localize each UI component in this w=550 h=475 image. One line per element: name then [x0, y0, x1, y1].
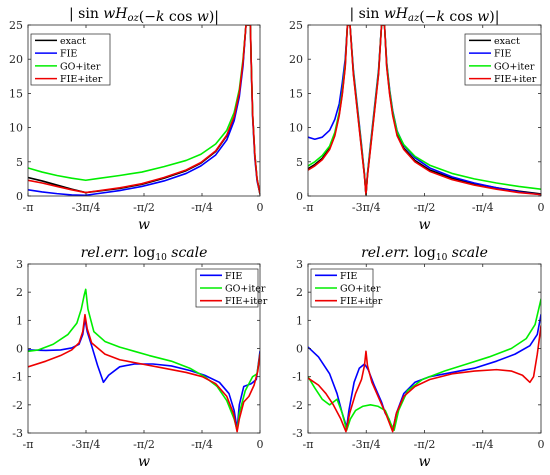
y-tick-label: 10	[9, 122, 23, 135]
y-tick-label: 0	[16, 190, 23, 203]
y-tick-label: 15	[9, 87, 23, 100]
y-tick-label: 25	[289, 19, 303, 32]
y-tick-label: 1	[296, 314, 303, 327]
y-tick-label: 0	[16, 343, 23, 356]
legend-label: FIE+iter	[340, 296, 383, 307]
chart-panel-1: -π -3π/4 -π/2 -π/4 0 0 5 10 15 20 25 w | sin wHoz(−k…	[9, 6, 264, 233]
x-axis-label: w	[419, 454, 431, 470]
x-tick-label: -3π/4	[72, 438, 101, 451]
y-tick-label: -1	[12, 371, 23, 384]
x-tick-label: -π	[303, 201, 314, 214]
y-tick-label: 5	[16, 156, 23, 169]
series-line-fie-iter	[308, 25, 541, 196]
legend-box	[464, 33, 542, 86]
x-tick-label: -π	[23, 438, 34, 451]
x-tick-label: -3π/4	[352, 438, 381, 451]
x-tick-label: 0	[538, 438, 545, 451]
x-axis-label: w	[419, 217, 431, 233]
x-tick-label: -π/2	[414, 201, 436, 214]
legend-label: FIE	[494, 49, 511, 60]
chart-title: rel.err. log10 scale	[81, 245, 208, 263]
y-tick-label: -2	[292, 399, 303, 412]
series-line-fie-iter	[28, 25, 260, 195]
legend-label: FIE	[340, 271, 357, 282]
y-tick-label: 5	[296, 156, 303, 169]
chart-panel-2: -π -3π/4 -π/2 -π/4 0 0 5 10 15 20 25 w | sin wHaz(−k…	[289, 6, 545, 233]
y-tick-label: -2	[12, 399, 23, 412]
x-tick-label: -π/4	[191, 438, 213, 451]
legend-box	[30, 33, 111, 86]
chart-panel-4: -π -3π/4 -π/2 -π/4 0 -3 -2 -1 0 1 2 3 w rel.err. log1…	[292, 245, 544, 470]
x-tick-label: -π/2	[133, 201, 155, 214]
chart-panel-3: -π -3π/4 -π/2 -π/4 0 -3 -2 -1 0 1 2 3 w rel.err. log1…	[12, 245, 267, 470]
x-tick-label: -3π/4	[352, 201, 381, 214]
y-tick-label: 1	[16, 314, 23, 327]
series-line-go-iter	[28, 288, 260, 431]
y-tick-label: 0	[296, 190, 303, 203]
series-line-go-iter	[308, 298, 541, 431]
chart-title: rel.err. log10 scale	[361, 245, 488, 263]
y-tick-label: 3	[16, 258, 23, 271]
x-axis-label: w	[138, 217, 150, 233]
y-tick-label: 3	[296, 258, 303, 271]
legend-label: FIE	[60, 49, 77, 60]
chart-title: | sin wHaz(−k cos w)|	[350, 6, 500, 25]
legend-label: FIE	[225, 271, 242, 282]
legend-label: GO+iter	[340, 284, 381, 295]
y-tick-label: 2	[296, 286, 303, 299]
legend-label: FIE+iter	[60, 74, 103, 85]
legend-label: GO+iter	[225, 284, 266, 295]
series-line-fie-iter	[28, 313, 260, 433]
series-line-fie	[308, 313, 541, 431]
legend-label: exact	[494, 36, 520, 47]
y-tick-label: 25	[9, 19, 23, 32]
y-tick-label: 20	[289, 53, 303, 66]
y-tick-label: 2	[16, 286, 23, 299]
x-tick-label: -π/4	[191, 201, 213, 214]
x-tick-label: -π/4	[472, 201, 494, 214]
y-tick-label: -3	[12, 427, 23, 440]
legend-label: GO+iter	[60, 61, 101, 72]
legend-label: FIE+iter	[494, 74, 537, 85]
y-tick-label: -1	[292, 371, 303, 384]
y-tick-label: 15	[289, 87, 303, 100]
legend-label: FIE+iter	[225, 296, 268, 307]
x-tick-label: -π	[303, 438, 314, 451]
chart-title: | sin wHoz(−k cos w)|	[69, 6, 219, 25]
legend-label: GO+iter	[494, 61, 535, 72]
y-tick-label: 0	[296, 343, 303, 356]
x-axis-label: w	[138, 454, 150, 470]
y-tick-label: 10	[289, 122, 303, 135]
x-tick-label: 0	[538, 201, 545, 214]
x-tick-label: 0	[257, 438, 264, 451]
series-line-fie	[28, 318, 260, 430]
x-tick-label: -3π/4	[72, 201, 101, 214]
x-tick-label: -π	[23, 201, 34, 214]
x-tick-label: -π/2	[133, 438, 155, 451]
legend-label: exact	[60, 36, 86, 47]
x-tick-label: 0	[257, 201, 264, 214]
series-line-fie-iter	[308, 325, 541, 433]
y-tick-label: 20	[9, 53, 23, 66]
x-tick-label: -π/2	[414, 438, 436, 451]
x-tick-label: -π/4	[472, 438, 494, 451]
y-tick-label: -3	[292, 427, 303, 440]
